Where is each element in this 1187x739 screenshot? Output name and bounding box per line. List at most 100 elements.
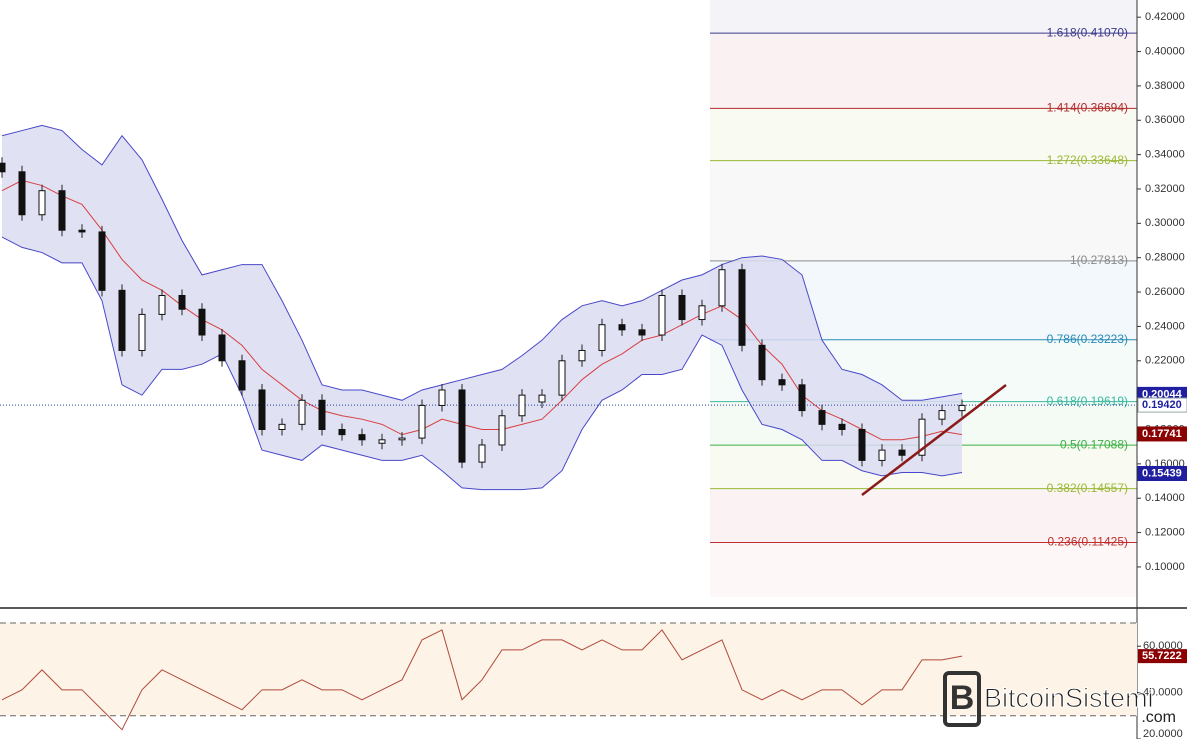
- candle: [158, 294, 166, 315]
- candle: [438, 389, 446, 406]
- candle: [538, 394, 546, 403]
- price-tag: [1137, 426, 1187, 442]
- candle: [298, 399, 306, 425]
- candle: [478, 444, 486, 463]
- y-tick-label: 0.26000: [1145, 286, 1185, 298]
- fib-zone: [710, 488, 1137, 543]
- candle: [898, 449, 906, 456]
- price-tag-label: 0.15439: [1142, 467, 1182, 479]
- candle: [418, 404, 426, 439]
- candle: [878, 449, 886, 461]
- rsi-zone: [0, 622, 1137, 716]
- candle: [178, 294, 186, 310]
- price-tag-label: 0.20044: [1142, 388, 1183, 400]
- fib-label: 0.382(0.14557): [1047, 481, 1128, 495]
- y-tick-label: 0.22000: [1145, 355, 1185, 367]
- fib-zone: [710, 33, 1137, 109]
- logo-icon: [943, 671, 981, 727]
- price-tag: [1137, 465, 1187, 481]
- candle: [638, 329, 646, 336]
- candle: [358, 434, 366, 441]
- candle: [958, 404, 966, 412]
- candle: [598, 324, 606, 351]
- candle: [918, 418, 926, 456]
- y-tick-label: 0.10000: [1145, 561, 1185, 573]
- y-tick-label: 0.24000: [1145, 320, 1185, 332]
- candle: [498, 415, 506, 446]
- candle: [718, 269, 726, 307]
- y-tick-label: 0.40000: [1145, 45, 1185, 57]
- fib-label: 1(0.27813): [1070, 253, 1128, 267]
- candle: [18, 171, 26, 216]
- candle: [398, 437, 406, 441]
- watermark-text: BitcoinSistemi: [984, 683, 1154, 713]
- candle: [698, 305, 706, 321]
- y-tick-label: 0.30000: [1145, 217, 1185, 229]
- candle: [0, 162, 6, 173]
- watermark: B BitcoinSistemi .com: [943, 671, 1176, 727]
- fib-zone: [710, 0, 1137, 34]
- rsi-tag: [1138, 649, 1187, 664]
- price-tag: [1137, 397, 1187, 413]
- candle: [118, 289, 126, 351]
- candle: [838, 423, 846, 430]
- candle: [758, 344, 766, 381]
- candle: [778, 379, 786, 386]
- rsi-tick-label: 40.0000: [1143, 687, 1183, 699]
- rsi-line: [1, 629, 963, 731]
- y-tick-label: 0.42000: [1145, 11, 1185, 23]
- fib-label: 0.5(0.17088): [1060, 437, 1128, 451]
- candle: [798, 384, 806, 412]
- fib-label: 1.272(0.33648): [1047, 153, 1128, 167]
- y-tick-label: 0.14000: [1145, 492, 1185, 504]
- price-tag-label: 0.17741: [1142, 428, 1182, 440]
- candle: [818, 410, 826, 425]
- y-tick-label: 0.38000: [1145, 80, 1185, 92]
- rsi-tick-label: 20.0000: [1143, 728, 1183, 739]
- candle: [578, 349, 586, 362]
- y-tick-label: 0.34000: [1145, 149, 1185, 161]
- candle: [518, 394, 526, 417]
- candle: [738, 269, 746, 346]
- y-tick-label: 0.12000: [1145, 526, 1185, 538]
- band-upper: [1, 124, 963, 401]
- candle: [658, 294, 666, 336]
- candle: [198, 308, 206, 336]
- candle: [238, 360, 246, 391]
- candle: [858, 428, 866, 461]
- watermark-sub: .com: [1141, 709, 1176, 726]
- candle: [338, 428, 346, 436]
- candle: [618, 324, 626, 331]
- fib-label: 0.786(0.23223): [1047, 332, 1128, 346]
- candle: [278, 423, 286, 430]
- band-fill: [2, 125, 962, 490]
- fib-zone: [710, 108, 1137, 161]
- fib-label: 0.236(0.11425): [1047, 535, 1128, 549]
- y-tick-label: 0.32000: [1145, 183, 1185, 195]
- candle: [98, 231, 106, 291]
- fib-zone: [710, 160, 1137, 261]
- candle: [458, 389, 466, 463]
- rsi-tick-label: 60.0000: [1143, 640, 1183, 652]
- y-tick-label: 0.28000: [1145, 252, 1185, 264]
- candle: [258, 389, 266, 430]
- band-lower: [1, 236, 963, 491]
- candle: [938, 410, 946, 420]
- candle: [378, 439, 386, 444]
- candle: [138, 313, 146, 351]
- price-tag-label: 0.19420: [1142, 399, 1182, 411]
- rsi-tag-label: 55.7222: [1142, 650, 1182, 662]
- candle: [318, 399, 326, 430]
- logo-letter: B: [950, 679, 975, 717]
- fib-label: 1.414(0.36694): [1047, 101, 1128, 115]
- candle: [218, 334, 226, 362]
- fib-zone: [710, 542, 1137, 597]
- fib-label: 1.618(0.41070): [1047, 25, 1128, 39]
- candle: [38, 190, 46, 216]
- candle: [58, 190, 66, 231]
- trend-line: [861, 384, 1007, 496]
- fib-label: 0.618(0.19619): [1047, 394, 1128, 408]
- candle: [678, 294, 686, 321]
- y-tick-label: 0.36000: [1145, 114, 1185, 126]
